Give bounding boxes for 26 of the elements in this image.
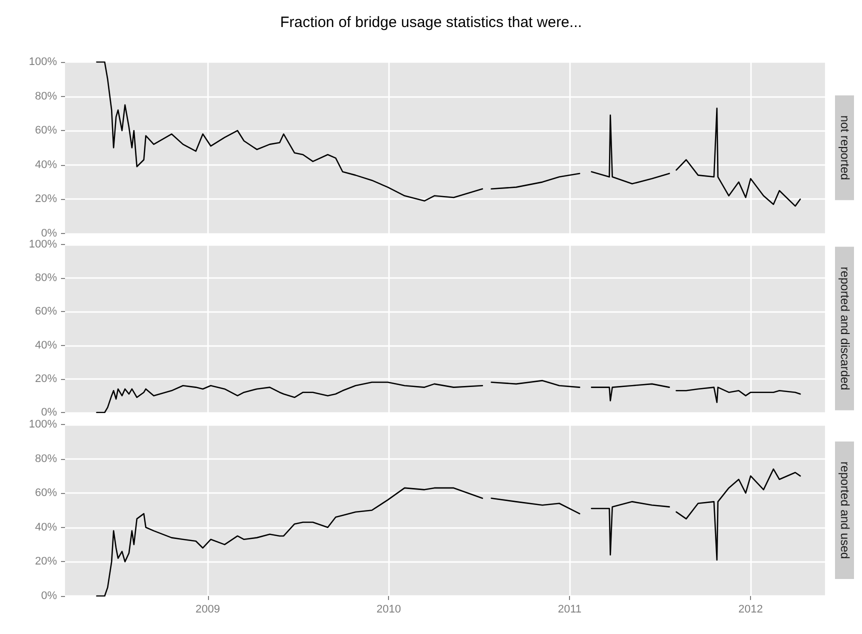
y-tick-label: 60% <box>34 124 58 137</box>
y-tick-label: 40% <box>34 158 58 171</box>
y-tick-label: 100% <box>28 238 58 251</box>
x-tick-label: 2009 <box>196 603 220 616</box>
y-tick-label: 0% <box>41 406 58 419</box>
y-tick-label: 20% <box>34 373 58 386</box>
y2-axis-title: reported and used <box>838 461 852 559</box>
y-tick-label: 0% <box>41 228 58 240</box>
y-tick-label: 80% <box>34 272 58 284</box>
chart-title: Fraction of bridge usage statistics that were... <box>280 14 582 31</box>
y-tick-label: 60% <box>34 486 58 499</box>
y-tick-label: 0% <box>41 590 58 602</box>
y-tick-label: 80% <box>34 452 58 464</box>
y-tick-label: 20% <box>34 555 58 568</box>
y2-axis-title: not reported <box>838 115 852 180</box>
y-tick-label: 40% <box>34 340 58 352</box>
y-tick-label: 100% <box>28 56 58 68</box>
y2-axis-title: reported and discarded <box>838 267 852 391</box>
y-tick-label: 40% <box>34 521 58 534</box>
x-tick-label: 2011 <box>558 603 582 616</box>
y-tick-label: 60% <box>34 306 58 318</box>
x-tick-label: 2012 <box>738 603 763 616</box>
y-tick-label: 20% <box>34 193 58 206</box>
y-tick-label: 80% <box>34 90 58 102</box>
x-tick-label: 2010 <box>376 603 401 616</box>
y-tick-label: 100% <box>28 418 58 430</box>
